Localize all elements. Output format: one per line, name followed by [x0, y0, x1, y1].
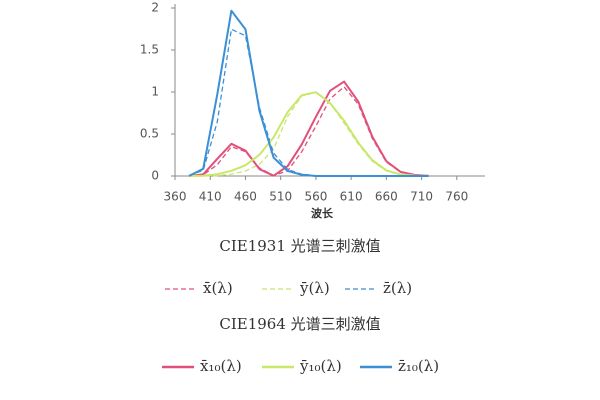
legend-label: x̄(λ) — [203, 279, 233, 297]
x-tick-label: 760 — [445, 190, 468, 204]
series-line — [188, 9, 429, 177]
legend-title: CIE1964 光谱三刺激值 — [219, 315, 380, 333]
x-axis-label: 波长 — [311, 206, 334, 220]
y-tick-label: 2 — [151, 1, 159, 15]
legend-title: CIE1931 光谱三刺激值 — [219, 237, 380, 255]
legend-label: ȳ(λ) — [299, 279, 330, 297]
legend-label: ȳ₁₀(λ) — [299, 357, 342, 375]
legend-label: z̄(λ) — [383, 279, 412, 297]
y-tick-label: 1 — [151, 85, 159, 99]
series-line — [188, 80, 429, 177]
x-tick-label: 610 — [340, 190, 363, 204]
x-tick-label: 660 — [375, 190, 398, 204]
legend-label: z̄₁₀(λ) — [398, 357, 439, 375]
x-tick-label: 510 — [269, 190, 292, 204]
x-tick-label: 460 — [234, 190, 257, 204]
x-tick-label: 410 — [199, 190, 222, 204]
x-tick-label: 560 — [304, 190, 327, 204]
legend-label: x̄₁₀(λ) — [200, 357, 242, 375]
x-tick-label: 710 — [410, 190, 433, 204]
x-tick-label: 360 — [164, 190, 187, 204]
y-tick-label: 0 — [151, 169, 159, 183]
y-tick-label: 1.5 — [140, 43, 159, 57]
series-line — [189, 91, 429, 177]
series-line — [189, 91, 429, 177]
y-tick-label: 0.5 — [140, 127, 159, 141]
